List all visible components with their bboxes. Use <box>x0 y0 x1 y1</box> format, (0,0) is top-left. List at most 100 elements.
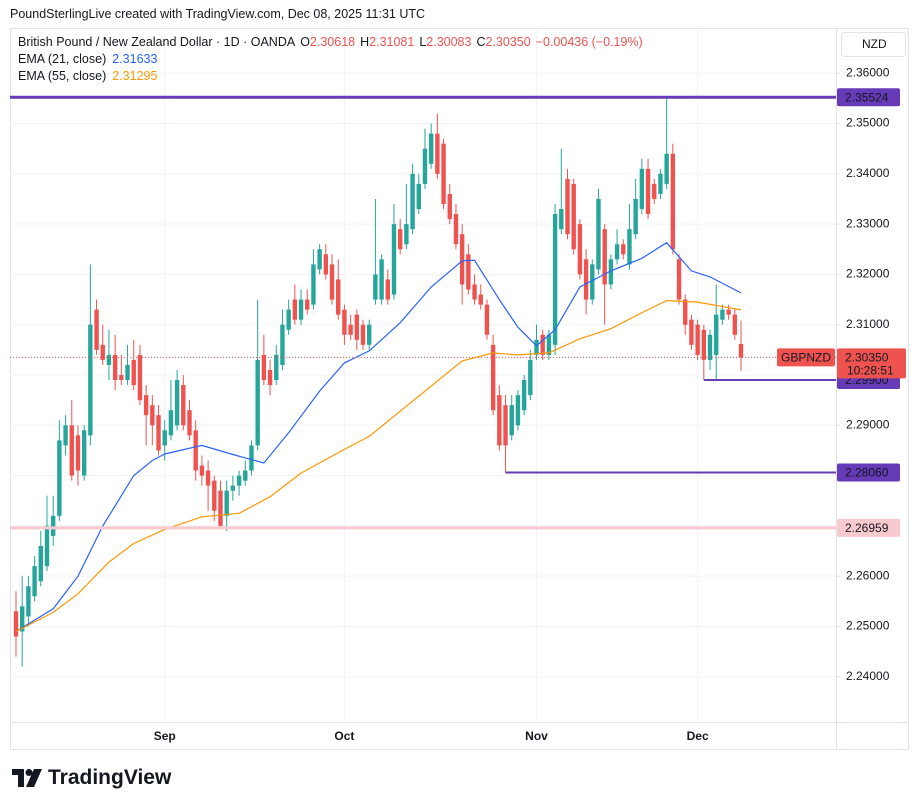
candle-body <box>75 435 81 471</box>
candle-body <box>435 133 440 174</box>
footer: TradingView <box>12 766 171 790</box>
candle-body <box>162 430 167 446</box>
candle-body <box>720 309 725 320</box>
last-price-box <box>837 348 906 379</box>
candle-body <box>156 415 161 451</box>
candle-body <box>373 274 378 300</box>
symbol-tag: GBPNZD <box>781 351 831 365</box>
candle-body <box>571 183 576 250</box>
candle-body <box>292 299 298 320</box>
ohlc-key: C <box>476 35 486 49</box>
candle-body <box>199 465 205 476</box>
candle-body <box>26 586 31 617</box>
ema-line <box>15 299 742 633</box>
candle-body <box>466 254 471 290</box>
candle-body <box>633 198 638 235</box>
legend-row: British Pound / New Zealand Dollar · 1D … <box>18 34 643 51</box>
y-tick-label: 2.36000 <box>846 65 890 79</box>
candle-body <box>323 254 329 275</box>
candle-body <box>311 264 316 305</box>
candle-body <box>534 339 539 355</box>
candle-body <box>447 193 452 220</box>
candle-body <box>342 309 347 335</box>
candle-body <box>243 470 248 481</box>
candle-body <box>280 324 285 365</box>
candle-body <box>119 375 124 381</box>
legend-name: EMA (55, close) <box>18 69 107 83</box>
currency-box[interactable] <box>841 32 906 57</box>
candle-body <box>230 485 236 491</box>
candle-body <box>478 294 483 305</box>
candle-body <box>459 234 465 285</box>
y-tick-label: 2.34000 <box>846 166 890 180</box>
candle-body <box>205 470 211 486</box>
ohlc-value: 2.30618 <box>309 35 356 49</box>
candle-body <box>695 324 700 355</box>
legend-value: 2.31295 <box>112 69 158 83</box>
symbol-tag-box <box>777 348 835 367</box>
candle-body <box>100 344 105 360</box>
legend-row: EMA (55, close) 2.31295 <box>18 68 643 85</box>
candle-body <box>81 430 87 476</box>
candle-body <box>639 168 645 210</box>
candle-body <box>274 354 279 381</box>
candle-body <box>236 475 242 486</box>
candle-body <box>261 354 267 381</box>
price-label-box <box>837 463 900 482</box>
currency-label[interactable]: NZD <box>862 37 887 51</box>
plot-area <box>10 95 836 667</box>
candle-body <box>602 229 607 285</box>
candle-body <box>212 480 217 511</box>
candle-body <box>652 183 657 199</box>
legend: British Pound / New Zealand Dollar · 1D … <box>18 34 643 85</box>
grid <box>10 28 836 722</box>
candle-body <box>187 410 192 436</box>
candle-body <box>428 133 434 164</box>
candle-body <box>69 425 74 476</box>
x-tick-label: Dec <box>687 729 709 743</box>
candle-body <box>658 173 663 194</box>
candle-body <box>125 364 130 381</box>
y-tick-label: 2.31000 <box>846 317 890 331</box>
candle-body <box>732 314 738 335</box>
candle-body <box>19 606 25 632</box>
candle-body <box>137 354 143 401</box>
candle-body <box>683 299 688 325</box>
candle-body <box>298 299 304 320</box>
candle-body <box>689 319 694 345</box>
candle-body <box>422 148 428 184</box>
candle-body <box>559 209 564 230</box>
candle-body <box>410 173 415 230</box>
candle-body <box>521 380 527 411</box>
candle-body <box>670 153 676 250</box>
candle-body <box>397 229 403 250</box>
candle-body <box>286 309 291 330</box>
candle-body <box>329 264 335 300</box>
candle-body <box>726 309 731 315</box>
candle-body <box>174 380 180 426</box>
candle-body <box>701 329 707 360</box>
x-tick-label: Oct <box>334 729 354 743</box>
candle-body <box>627 229 632 265</box>
candle-body <box>150 405 155 426</box>
candle-body <box>336 279 341 315</box>
chart-frame <box>10 28 909 750</box>
candle-body <box>441 143 446 205</box>
candle-body <box>738 343 744 358</box>
symbol-title: British Pound / New Zealand Dollar · 1D … <box>18 35 296 49</box>
y-tick-label: 2.29000 <box>846 417 890 431</box>
candle-body <box>112 354 118 381</box>
countdown: 10:28:51 <box>847 364 894 378</box>
change: −0.00436 (−0.19%) <box>535 35 643 49</box>
candle-body <box>249 445 254 471</box>
candle-body <box>13 611 19 637</box>
candle-body <box>379 259 384 300</box>
candle-body <box>515 395 521 426</box>
ohlc-key: L <box>419 35 427 49</box>
candle-body <box>596 198 601 270</box>
candle-body <box>664 153 669 184</box>
candle-body <box>224 490 229 516</box>
candle-body <box>38 545 43 582</box>
candle-body <box>577 224 583 275</box>
